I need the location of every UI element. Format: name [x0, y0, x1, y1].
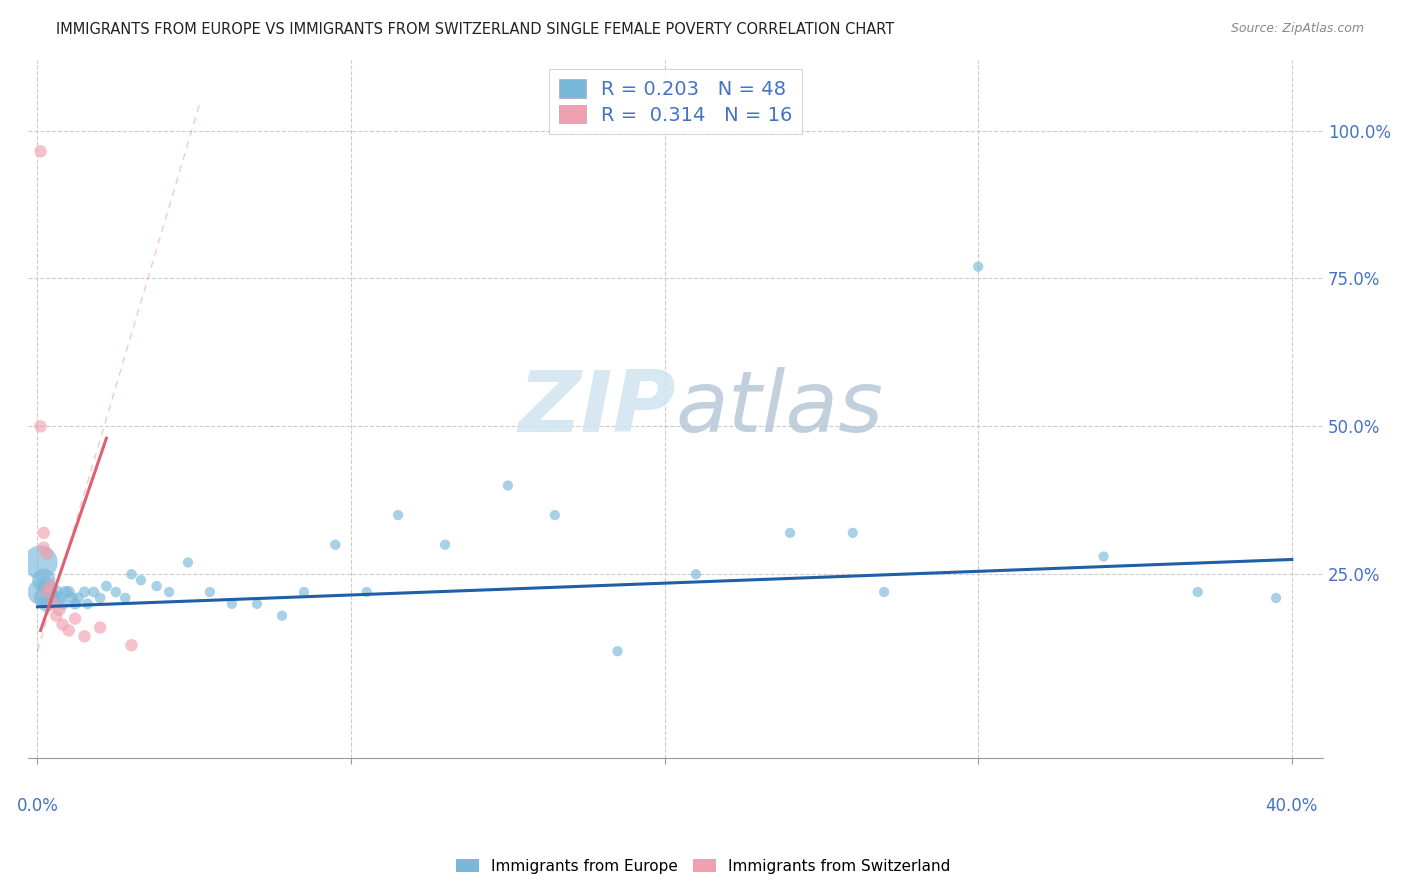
Point [48, 603, 70, 617]
Text: IMMIGRANTS FROM EUROPE VS IMMIGRANTS FROM SWITZERLAND SINGLE FEMALE POVERTY CORR: IMMIGRANTS FROM EUROPE VS IMMIGRANTS FRO… [56, 22, 894, 37]
Point [73, 629, 96, 643]
Point [30, 145, 52, 159]
Point [58, 585, 80, 599]
Point [292, 585, 315, 599]
Point [30, 585, 52, 599]
Point [48, 591, 70, 605]
Point [55, 585, 77, 599]
Legend: Immigrants from Europe, Immigrants from Switzerland: Immigrants from Europe, Immigrants from … [450, 853, 956, 880]
Point [842, 525, 865, 540]
Point [63, 597, 86, 611]
Point [83, 585, 105, 599]
Point [434, 538, 457, 552]
Point [39, 579, 62, 593]
Point [873, 585, 896, 599]
Point [51, 597, 73, 611]
Point [63, 612, 86, 626]
Point [246, 597, 269, 611]
Point [42, 597, 65, 611]
Point [39, 585, 62, 599]
Point [496, 478, 519, 492]
Text: 40.0%: 40.0% [1265, 797, 1317, 814]
Point [121, 638, 143, 652]
Point [1092, 549, 1115, 564]
Point [177, 556, 200, 570]
Point [73, 585, 96, 599]
Text: 0.0%: 0.0% [17, 797, 59, 814]
Point [1187, 585, 1209, 599]
Point [221, 597, 243, 611]
Point [1265, 591, 1288, 605]
Point [89, 621, 111, 635]
Point [42, 591, 65, 605]
Point [544, 508, 567, 522]
Point [779, 525, 801, 540]
Point [45, 585, 67, 599]
Point [121, 567, 143, 582]
Point [35, 597, 58, 611]
Point [30, 556, 52, 570]
Point [32, 573, 55, 587]
Legend: R = 0.203   N = 48, R =  0.314   N = 16: R = 0.203 N = 48, R = 0.314 N = 16 [548, 70, 803, 135]
Point [35, 585, 58, 599]
Text: atlas: atlas [675, 368, 883, 450]
Point [387, 508, 409, 522]
Point [606, 644, 628, 658]
Point [96, 579, 118, 593]
Point [198, 585, 221, 599]
Point [30, 419, 52, 434]
Text: Source: ZipAtlas.com: Source: ZipAtlas.com [1230, 22, 1364, 36]
Point [32, 541, 55, 555]
Point [271, 608, 294, 623]
Point [104, 585, 127, 599]
Point [60, 591, 83, 605]
Point [685, 567, 707, 582]
Text: ZIP: ZIP [517, 368, 675, 450]
Point [35, 579, 58, 593]
Point [157, 585, 180, 599]
Point [114, 591, 136, 605]
Point [356, 585, 378, 599]
Point [35, 547, 58, 561]
Point [325, 538, 347, 552]
Point [76, 597, 98, 611]
Point [51, 617, 73, 632]
Point [32, 525, 55, 540]
Point [129, 573, 152, 587]
Point [145, 579, 167, 593]
Point [967, 260, 990, 274]
Point [45, 608, 67, 623]
Point [67, 591, 90, 605]
Point [89, 591, 111, 605]
Point [32, 591, 55, 605]
Point [58, 624, 80, 638]
